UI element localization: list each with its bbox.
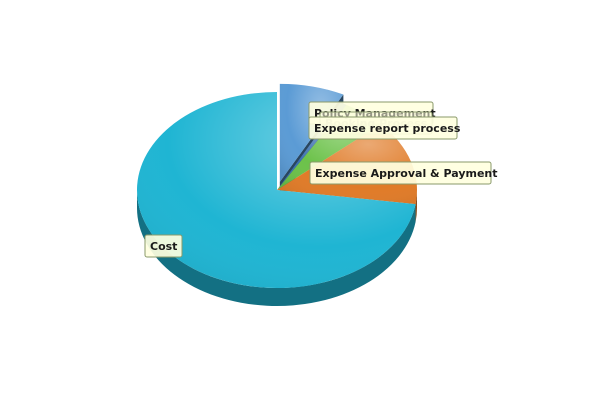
- slice-label-box: [308, 116, 458, 140]
- slice-label-box: [309, 161, 492, 185]
- pie-slice-side-cost: [137, 190, 416, 306]
- slice-label-cost: Cost: [144, 234, 183, 258]
- slice-label-text: Expense Approval & Payment: [315, 167, 498, 180]
- slice-label-text: Cost: [150, 240, 177, 253]
- slice-label-box: [144, 234, 183, 258]
- slice-label-expense-report-process: Expense report process: [308, 116, 461, 140]
- pie-slice-side-expense-approval-payment: [415, 190, 418, 223]
- slice-label-expense-approval-payment: Expense Approval & Payment: [309, 161, 498, 185]
- slice-label-text: Expense report process: [314, 122, 461, 135]
- pie-labels: Policy ManagementBooking ProcessExpense …: [144, 101, 498, 258]
- pie-slice-gloss-cost: [137, 92, 416, 288]
